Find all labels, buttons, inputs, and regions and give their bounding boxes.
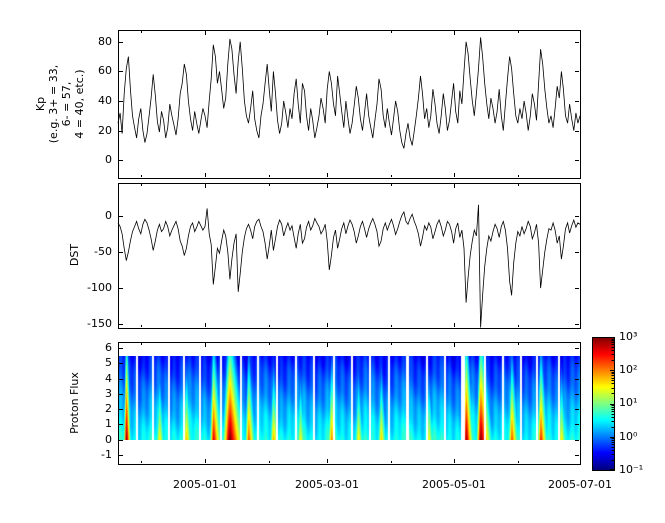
flux-ytick-label: -1 — [101, 448, 112, 461]
dst-panel-frame — [118, 183, 581, 329]
colorbar-tick-label: 10³ — [619, 330, 638, 343]
dst-ytick-label: -150 — [87, 317, 112, 330]
flux-ytick-label: 5 — [105, 356, 112, 369]
colorbar-tick-label: 10² — [619, 363, 638, 376]
colorbar-tick-label: 10¹ — [619, 396, 638, 409]
flux-ytick-label: 4 — [105, 372, 112, 385]
colorbar-gradient — [592, 337, 614, 470]
colorbar-tick-label: 10⁰ — [619, 430, 638, 443]
x-tick-label: 2005-01-01 — [173, 478, 237, 491]
colorbar-frame — [592, 337, 615, 471]
kp-ytick-label: 80 — [98, 35, 112, 48]
kp-series-line — [117, 37, 581, 149]
flux-ytick-label: 2 — [105, 402, 112, 415]
kp-panel-frame — [118, 30, 581, 179]
flux-ytick-label: 6 — [105, 341, 112, 354]
kp-ytick-label: 0 — [105, 153, 112, 166]
proton_flux-panel-frame — [118, 342, 581, 465]
dst-ytick-label: -50 — [94, 245, 112, 258]
kp-ytick-label: 40 — [98, 94, 112, 107]
flux-ytick-label: 3 — [105, 387, 112, 400]
flux-ytick-label: 0 — [105, 433, 112, 446]
x-tick-label: 2005-03-01 — [295, 478, 359, 491]
dst-ytick-label: 0 — [105, 209, 112, 222]
kp-ytick-label: 20 — [98, 124, 112, 137]
dst-series-line — [117, 204, 581, 328]
colorbar-tick-label: 10⁻¹ — [619, 463, 644, 476]
dst-ytick-label: -100 — [87, 281, 112, 294]
x-tick-label: 2005-07-01 — [548, 478, 612, 491]
kp-ytick-label: 60 — [98, 64, 112, 77]
x-tick-label: 2005-05-01 — [422, 478, 486, 491]
proton-flux-heatmap — [118, 356, 580, 440]
flux-ytick-label: 1 — [105, 417, 112, 430]
